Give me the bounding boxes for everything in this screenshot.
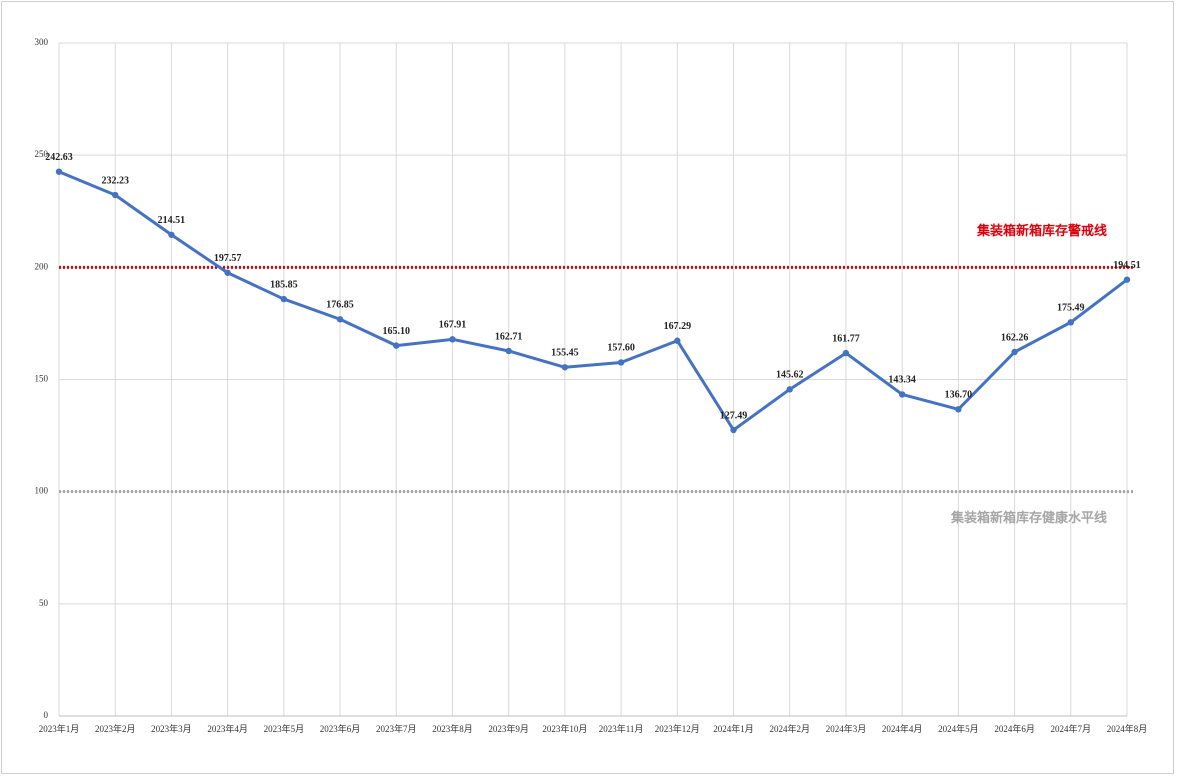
data-label: 136.70 [945,390,973,401]
x-tick-label: 2023年1月 [39,723,80,734]
data-label: 175.49 [1057,303,1085,314]
data-point [55,168,63,175]
data-point [842,349,850,357]
x-tick-label: 2023年3月 [151,723,192,734]
x-tick-label: 2023年4月 [207,723,248,734]
x-tick-label: 2023年9月 [488,723,529,734]
y-tick-label: 200 [35,261,49,271]
y-tick-label: 150 [35,374,49,384]
data-point [224,269,231,276]
x-tick-label: 2024年3月 [826,723,867,734]
data-point [1011,348,1018,356]
data-point [336,316,344,323]
data-point [280,295,288,303]
y-tick-label: 0 [44,710,49,720]
y-tick-label: 300 [35,37,49,47]
x-tick-label: 2023年12月 [655,723,700,734]
reference-label: 集装箱新箱库存健康水平线 [950,510,1107,526]
x-tick-label: 2024年4月 [882,723,923,734]
x-tick-label: 2023年2月 [95,723,136,734]
data-label: 167.91 [439,320,467,331]
x-tick-label: 2024年6月 [994,723,1035,734]
data-label: 143.34 [888,375,916,386]
data-label: 161.77 [832,333,860,344]
x-tick-label: 2023年7月 [376,723,417,734]
data-label: 162.26 [1001,332,1029,343]
data-point [505,347,512,355]
data-label: 214.51 [158,215,186,226]
data-label: 194.51 [1113,260,1141,271]
y-tick-label: 100 [35,486,49,496]
data-point [955,406,962,413]
data-point [1123,276,1131,283]
data-point [898,391,906,398]
x-tick-label: 2023年8月 [432,723,473,734]
data-point [786,386,793,393]
x-tick-label: 2023年11月 [599,723,644,734]
x-tick-label: 2023年10月 [542,723,587,734]
x-tick-label: 2024年2月 [769,723,810,734]
x-tick-label: 2023年5月 [264,723,305,734]
data-point [730,426,737,434]
data-point [393,342,400,349]
x-tick-label: 2024年7月 [1051,723,1092,734]
data-label: 176.85 [326,300,354,311]
data-label: 127.49 [720,410,748,421]
data-point [561,364,569,371]
data-label: 165.10 [383,326,411,337]
data-label: 145.62 [776,370,804,381]
data-line [58,170,1128,432]
data-point [1067,319,1074,326]
data-point [674,337,681,344]
x-tick-label: 2024年5月 [938,723,979,734]
data-point [617,359,625,366]
data-label: 167.29 [664,321,692,332]
reference-label: 集装箱新箱库存警戒线 [976,223,1107,239]
x-tick-label: 2023年6月 [320,723,361,734]
data-point [112,191,119,199]
x-tick-label: 2024年8月 [1107,723,1148,734]
data-label: 185.85 [270,279,298,290]
data-label: 197.57 [214,253,242,264]
data-label: 232.23 [101,175,129,186]
data-point [449,336,456,343]
data-label: 162.71 [495,331,523,342]
x-tick-label: 2024年1月 [713,723,754,734]
data-label: 157.60 [607,343,635,354]
data-label: 242.63 [45,152,73,163]
data-label: 155.45 [551,348,579,359]
data-point [168,231,175,238]
y-tick-label: 50 [39,598,49,608]
y-tick-label: 250 [35,149,49,159]
